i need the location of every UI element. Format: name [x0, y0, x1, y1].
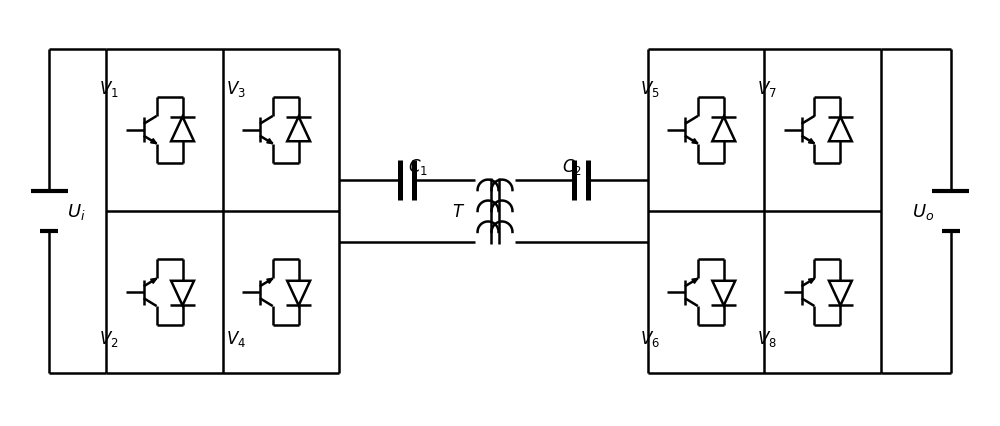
Text: $T$: $T$	[452, 203, 465, 220]
Polygon shape	[171, 281, 194, 306]
Text: $V_2$: $V_2$	[99, 328, 119, 348]
Polygon shape	[267, 279, 273, 284]
Text: $C_1$: $C_1$	[408, 157, 428, 177]
Polygon shape	[692, 139, 698, 144]
Polygon shape	[171, 117, 194, 142]
Text: $U_i$: $U_i$	[67, 201, 86, 222]
Text: $V_6$: $V_6$	[640, 328, 660, 348]
Text: $V_3$: $V_3$	[226, 79, 246, 99]
Text: $V_8$: $V_8$	[757, 328, 777, 348]
Polygon shape	[287, 117, 310, 142]
Text: $V_1$: $V_1$	[99, 79, 119, 99]
Polygon shape	[809, 139, 814, 144]
Polygon shape	[829, 281, 852, 306]
Text: $C_2$: $C_2$	[562, 157, 582, 177]
Polygon shape	[287, 281, 310, 306]
Polygon shape	[151, 139, 157, 144]
Polygon shape	[692, 279, 698, 284]
Polygon shape	[267, 139, 273, 144]
Text: $V_5$: $V_5$	[640, 79, 659, 99]
Polygon shape	[712, 117, 735, 142]
Text: $V_7$: $V_7$	[757, 79, 777, 99]
Polygon shape	[712, 281, 735, 306]
Text: $U_o$: $U_o$	[912, 201, 935, 222]
Polygon shape	[809, 279, 814, 284]
Text: $V_4$: $V_4$	[226, 328, 246, 348]
Polygon shape	[829, 117, 852, 142]
Polygon shape	[151, 279, 157, 284]
